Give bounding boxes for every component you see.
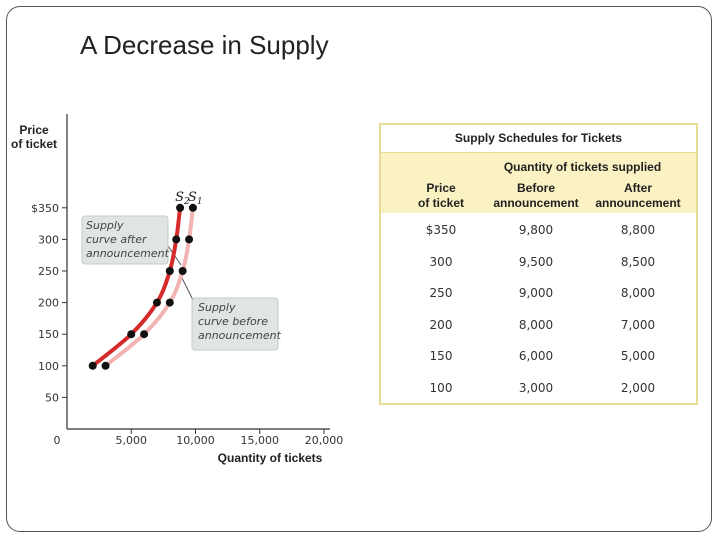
callout-text: announcement [86,247,170,260]
data-point-s2 [176,203,185,212]
column-header-line: announcement [493,196,579,210]
x-tick-label: 5,000 [116,434,148,447]
y-tick-label: 50 [45,391,59,404]
table-row: 150 6,000 5,000 [381,349,696,369]
y-axis-title: of ticket [11,137,57,151]
data-point-s2 [165,267,174,275]
callout-text: curve after [86,233,148,246]
y-tick-label: 300 [38,233,59,246]
y-tick-label: $350 [31,202,59,215]
data-point-s1 [101,361,110,370]
table-cell: 250 [429,286,453,300]
callout-box [191,297,279,351]
y-tick-label: 100 [38,360,59,373]
callout-text: Supply [198,301,236,314]
table-cell: 7,000 [620,317,656,332]
x-tick-label: 15,000 [241,434,280,447]
data-point-s2 [152,298,161,307]
table-row: $350 9,800 8,800 [381,223,696,243]
data-point-s1 [140,330,149,339]
y-tick-label: 200 [38,297,59,310]
data-point-s1 [185,235,194,244]
callout-text: announcement [198,329,282,342]
x-axis-title: Quantity of tickets [218,451,323,465]
data-point-s2 [88,361,97,370]
series-label-s1: S1 [188,190,203,207]
slide-frame [6,6,712,532]
table-cell: 9,500 [518,254,554,269]
callout-text: curve before [198,315,268,328]
data-point-s1 [178,267,187,275]
column-header-line: Price [426,181,456,195]
table-row: 200 8,000 7,000 [381,318,696,338]
x-tick-label: 20,000 [305,434,344,447]
column-header-line: Before [516,181,555,195]
table-row: 300 9,500 8,500 [381,255,696,275]
table-cell: 9,000 [518,286,554,300]
callout-text: Supply [86,219,124,232]
y-tick-label: 250 [38,265,59,278]
column-header-line: announcement [595,196,681,210]
column-header-line: After [623,181,652,195]
table-cell: 3,000 [518,380,554,395]
callout-box [81,215,169,265]
series-label-s2: S2 [175,190,190,207]
data-point-s1 [188,203,197,212]
slide-title: A Decrease in Supply [80,30,329,60]
table-cell: 8,500 [620,254,656,269]
table-title: Supply Schedules for Tickets [381,125,696,153]
table-cell: 2,000 [620,380,656,395]
table-cell: 150 [429,349,453,363]
column-header-price: Price of ticket [391,181,491,211]
table-cell: 8,000 [620,286,656,300]
table-header: Quantity of tickets supplied Price of ti… [381,153,696,213]
table-row: 250 9,000 8,000 [381,286,696,306]
column-header-before: Before announcement [486,181,586,211]
table-row: 100 3,000 2,000 [381,381,696,401]
table-cell: 6,000 [518,349,554,363]
supply-schedule-table: Supply Schedules for Tickets Quantity of… [379,123,698,405]
column-header-after: After announcement [588,181,688,211]
table-cell: 300 [429,254,453,269]
table-cell: 200 [429,317,453,332]
table-cell: 5,000 [620,349,656,363]
table-cell: 8,000 [518,317,554,332]
table-cell: 100 [429,380,453,395]
data-point-s2 [172,235,181,244]
data-point-s1 [165,298,174,307]
table-cell: 8,800 [620,223,656,237]
column-header-line: of ticket [417,196,464,210]
table-cell: $350 [425,223,457,237]
data-point-s2 [127,330,136,339]
x-tick-label: 0 [54,434,61,447]
x-tick-label: 10,000 [176,434,215,447]
table-cell: 9,800 [518,223,554,237]
y-axis-title: Price [19,123,49,137]
y-tick-label: 150 [38,328,59,341]
table-group-header: Quantity of tickets supplied [503,160,662,174]
